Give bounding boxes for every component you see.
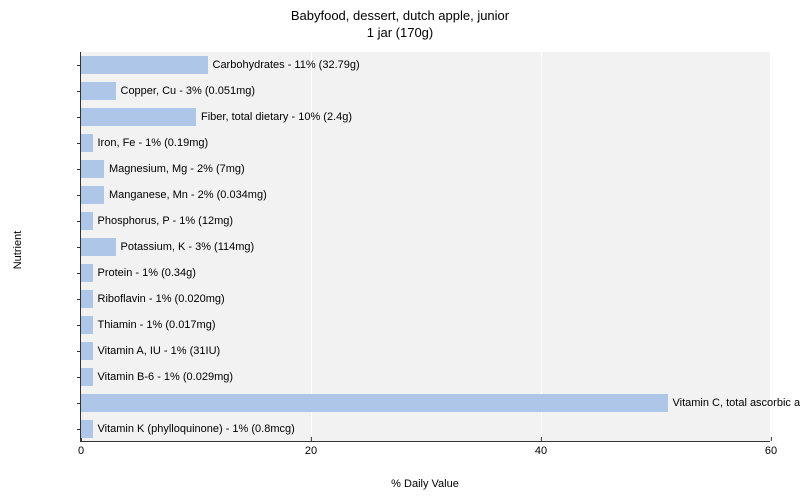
bar-label: Magnesium, Mg - 2% (7mg) <box>104 163 245 175</box>
bar-row: Phosphorus, P - 1% (12mg) <box>81 212 770 231</box>
title-line-2: 1 jar (170g) <box>0 25 800 42</box>
bar-row: Vitamin K (phylloquinone) - 1% (0.8mcg) <box>81 420 770 439</box>
bar-label: Thiamin - 1% (0.017mg) <box>93 319 216 331</box>
nutrient-bar <box>81 342 93 361</box>
nutrient-chart: Babyfood, dessert, dutch apple, junior 1… <box>0 0 800 500</box>
nutrient-bar <box>81 420 93 439</box>
bar-row: Iron, Fe - 1% (0.19mg) <box>81 134 770 153</box>
bar-label: Potassium, K - 3% (114mg) <box>116 241 255 253</box>
nutrient-bar <box>81 212 93 231</box>
nutrient-bar <box>81 56 208 75</box>
nutrient-bar <box>81 186 104 205</box>
bar-row: Manganese, Mn - 2% (0.034mg) <box>81 186 770 205</box>
bar-row: Carbohydrates - 11% (32.79g) <box>81 56 770 75</box>
nutrient-bar <box>81 316 93 335</box>
bar-row: Vitamin C, total ascorbic acid - 51% (30… <box>81 394 770 413</box>
bar-row: Magnesium, Mg - 2% (7mg) <box>81 160 770 179</box>
x-tick: 0 <box>78 441 84 457</box>
bar-row: Copper, Cu - 3% (0.051mg) <box>81 82 770 101</box>
x-tick: 40 <box>535 441 547 457</box>
bar-label: Fiber, total dietary - 10% (2.4g) <box>196 111 352 123</box>
bar-label: Manganese, Mn - 2% (0.034mg) <box>104 189 267 201</box>
bar-row: Protein - 1% (0.34g) <box>81 264 770 283</box>
bar-label: Vitamin K (phylloquinone) - 1% (0.8mcg) <box>93 423 295 435</box>
plot-area: 0204060Carbohydrates - 11% (32.79g)Coppe… <box>80 52 770 442</box>
nutrient-bar <box>81 368 93 387</box>
bar-row: Fiber, total dietary - 10% (2.4g) <box>81 108 770 127</box>
bar-label: Iron, Fe - 1% (0.19mg) <box>93 137 209 149</box>
bar-label: Carbohydrates - 11% (32.79g) <box>208 59 360 71</box>
chart-title: Babyfood, dessert, dutch apple, junior 1… <box>0 8 800 42</box>
bar-row: Vitamin A, IU - 1% (31IU) <box>81 342 770 361</box>
bar-row: Vitamin B-6 - 1% (0.029mg) <box>81 368 770 387</box>
bar-row: Thiamin - 1% (0.017mg) <box>81 316 770 335</box>
nutrient-bar <box>81 394 668 413</box>
title-line-1: Babyfood, dessert, dutch apple, junior <box>0 8 800 25</box>
bar-label: Protein - 1% (0.34g) <box>93 267 196 279</box>
x-tick: 20 <box>305 441 317 457</box>
bar-row: Potassium, K - 3% (114mg) <box>81 238 770 257</box>
nutrient-bar <box>81 160 104 179</box>
bar-label: Vitamin C, total ascorbic acid - 51% (30… <box>668 397 800 409</box>
nutrient-bar <box>81 108 196 127</box>
bar-label: Phosphorus, P - 1% (12mg) <box>93 215 234 227</box>
bar-label: Vitamin B-6 - 1% (0.029mg) <box>93 371 234 383</box>
gridline <box>771 52 772 441</box>
bar-row: Riboflavin - 1% (0.020mg) <box>81 290 770 309</box>
nutrient-bar <box>81 238 116 257</box>
bar-label: Vitamin A, IU - 1% (31IU) <box>93 345 221 357</box>
bar-label: Riboflavin - 1% (0.020mg) <box>93 293 225 305</box>
x-axis-label: % Daily Value <box>391 478 459 490</box>
nutrient-bar <box>81 264 93 283</box>
y-axis-label: Nutrient <box>12 231 24 270</box>
nutrient-bar <box>81 82 116 101</box>
x-tick: 60 <box>765 441 777 457</box>
bar-label: Copper, Cu - 3% (0.051mg) <box>116 85 256 97</box>
nutrient-bar <box>81 134 93 153</box>
nutrient-bar <box>81 290 93 309</box>
